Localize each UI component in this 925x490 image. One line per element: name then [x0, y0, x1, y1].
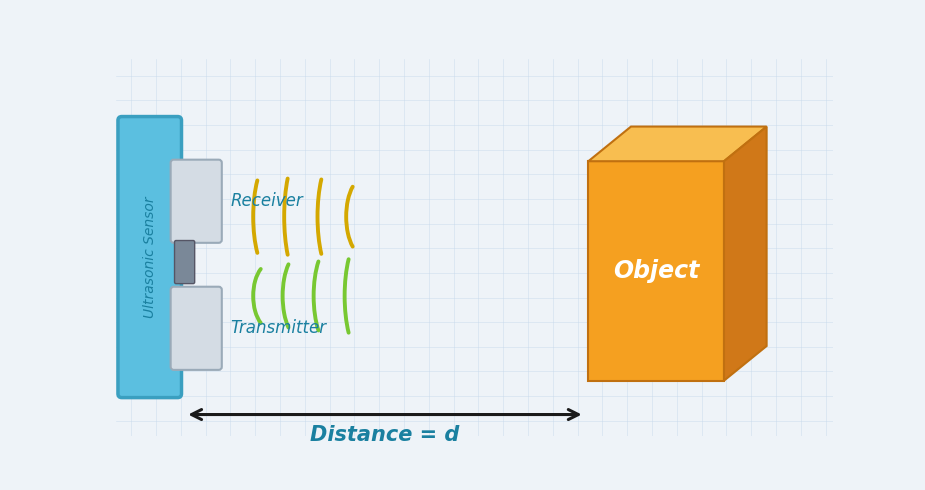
FancyBboxPatch shape	[175, 241, 194, 284]
FancyBboxPatch shape	[170, 160, 222, 243]
Text: Receiver: Receiver	[230, 192, 303, 210]
Text: Ultrasonic Sensor: Ultrasonic Sensor	[142, 196, 156, 318]
Polygon shape	[724, 126, 767, 381]
Polygon shape	[588, 161, 724, 381]
FancyBboxPatch shape	[118, 117, 181, 397]
Polygon shape	[588, 126, 767, 161]
Text: Distance = d: Distance = d	[310, 425, 460, 445]
Text: Transmitter: Transmitter	[230, 319, 327, 337]
Text: Object: Object	[613, 259, 699, 283]
FancyBboxPatch shape	[170, 287, 222, 370]
